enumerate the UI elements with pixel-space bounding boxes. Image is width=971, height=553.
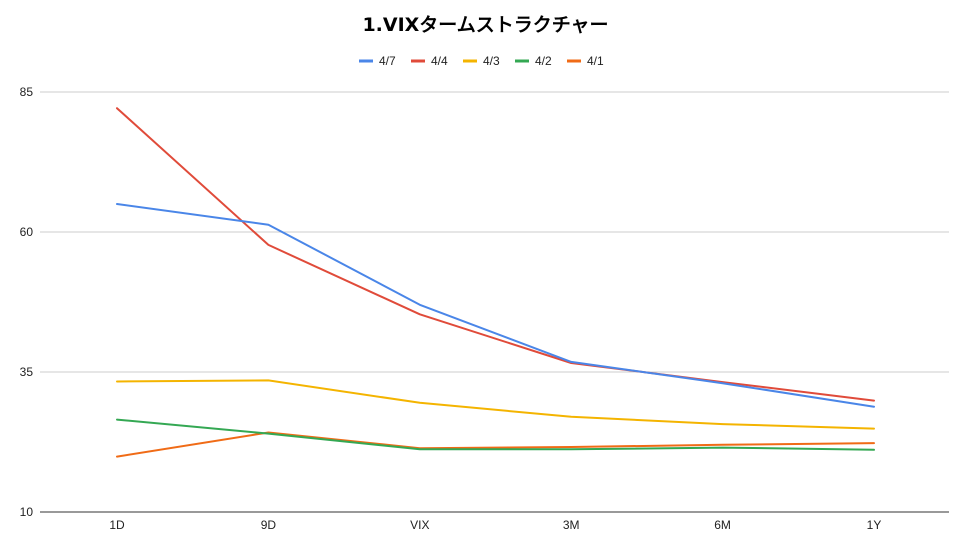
series-line-4-3 — [116, 379, 875, 430]
y-tick-label: 85 — [20, 85, 34, 99]
y-tick-label: 35 — [20, 365, 34, 379]
legend-label: 4/2 — [535, 54, 552, 68]
x-tick-label: VIX — [410, 518, 429, 532]
chart-title: 1.VIXタームストラクチャー — [362, 14, 609, 36]
legend-label: 4/7 — [379, 54, 396, 68]
legend-label: 4/4 — [431, 54, 448, 68]
x-tick-label: 1D — [109, 518, 125, 532]
grid-layer — [40, 91, 949, 513]
axis-layer: 10 35 60 85 1D 9D VIX 3M 6M 1Y — [20, 85, 882, 532]
x-tick-label: 3M — [563, 518, 580, 532]
legend: 4/7 4/4 4/3 4/2 4/1 — [359, 54, 604, 68]
x-tick-label: 9D — [261, 518, 277, 532]
legend-label: 4/3 — [483, 54, 500, 68]
x-tick-label: 1Y — [867, 518, 882, 532]
y-tick-label: 10 — [20, 505, 34, 519]
legend-label: 4/1 — [587, 54, 604, 68]
series-layer — [116, 107, 875, 458]
series-line-4-1 — [116, 431, 875, 458]
series-line-4-7 — [116, 203, 875, 408]
series-line-4-2 — [116, 418, 875, 451]
x-tick-label: 6M — [714, 518, 731, 532]
series-line-4-4 — [116, 107, 875, 402]
y-tick-label: 60 — [20, 225, 34, 239]
